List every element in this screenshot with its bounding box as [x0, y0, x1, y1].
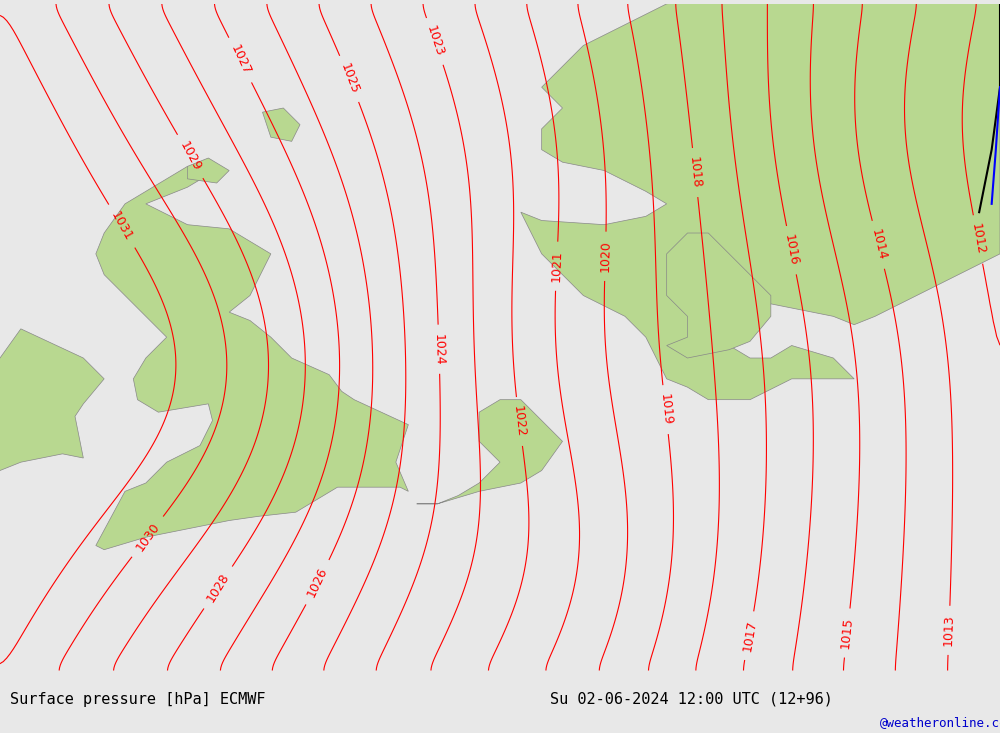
- Text: 1022: 1022: [511, 405, 528, 438]
- Text: 1012: 1012: [969, 223, 987, 256]
- Text: 1020: 1020: [598, 240, 612, 273]
- Text: 1030: 1030: [133, 520, 162, 553]
- PathPatch shape: [262, 108, 300, 141]
- Text: 1014: 1014: [868, 228, 888, 262]
- PathPatch shape: [0, 329, 104, 491]
- Text: Su 02-06-2024 12:00 UTC (12+96): Su 02-06-2024 12:00 UTC (12+96): [550, 692, 833, 707]
- Text: @weatheronline.co.uk: @weatheronline.co.uk: [880, 715, 1000, 729]
- Text: 1031: 1031: [108, 209, 135, 243]
- PathPatch shape: [417, 399, 562, 504]
- Text: 1027: 1027: [228, 43, 253, 77]
- PathPatch shape: [96, 166, 408, 550]
- Text: 1023: 1023: [424, 24, 446, 59]
- Text: 1018: 1018: [687, 156, 703, 189]
- Text: 1028: 1028: [204, 570, 232, 605]
- Text: 1019: 1019: [657, 393, 674, 426]
- Text: 1017: 1017: [740, 619, 759, 652]
- PathPatch shape: [521, 0, 1000, 399]
- PathPatch shape: [667, 233, 771, 358]
- Text: 1013: 1013: [942, 614, 956, 647]
- Text: 1021: 1021: [549, 250, 564, 282]
- Text: 1029: 1029: [177, 139, 203, 174]
- PathPatch shape: [188, 158, 229, 183]
- Text: 1016: 1016: [782, 233, 801, 267]
- Text: 1026: 1026: [305, 565, 330, 600]
- Text: Surface pressure [hPa] ECMWF: Surface pressure [hPa] ECMWF: [10, 692, 266, 707]
- Text: 1015: 1015: [839, 616, 855, 649]
- Text: 1024: 1024: [432, 334, 446, 365]
- Text: 1025: 1025: [338, 62, 361, 96]
